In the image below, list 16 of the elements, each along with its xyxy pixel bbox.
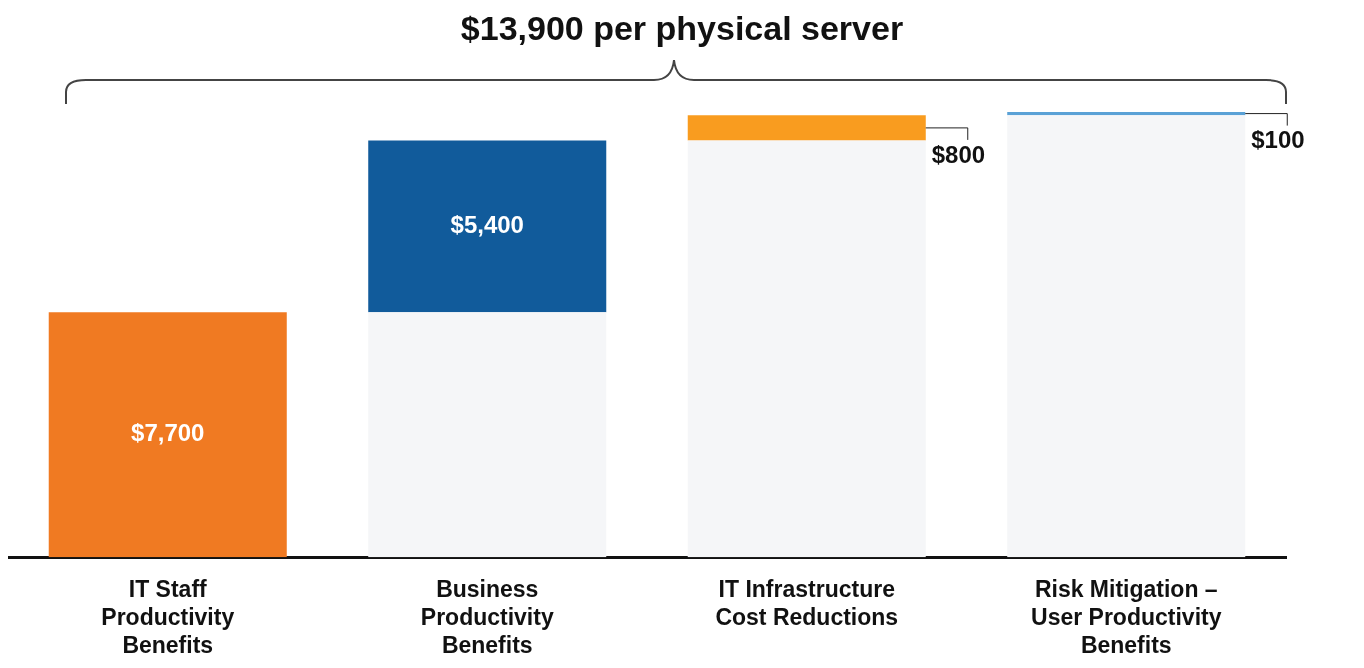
x-tick-label: Risk Mitigation – User Productivity Benefits — [1031, 576, 1222, 658]
data-label: $800 — [931, 140, 986, 168]
data-label: $7,700 — [131, 419, 205, 447]
bar — [1007, 112, 1246, 116]
bar — [48, 312, 287, 558]
bar — [1007, 115, 1246, 558]
x-tick-label: IT Staff Productivity Benefits — [101, 576, 235, 658]
x-tick-label: IT Infrastructure Cost Reductions — [715, 576, 899, 630]
x-tick-label: Business Productivity Benefits — [420, 576, 554, 658]
bar — [368, 312, 607, 558]
chart-title: $13,900 per physical server — [459, 8, 905, 49]
data-label: $100 — [1251, 126, 1305, 154]
data-label: $5,400 — [450, 211, 524, 239]
bar — [687, 140, 926, 558]
bar — [368, 140, 607, 313]
bar — [687, 115, 926, 141]
